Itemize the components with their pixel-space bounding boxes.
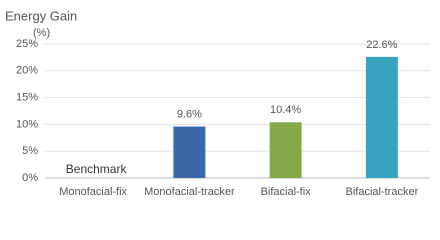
value-label: 10.4% <box>270 104 301 116</box>
x-tick-label: Monofacial-tracker <box>144 186 235 198</box>
chart-title: Energy Gain <box>5 8 77 23</box>
bar <box>269 122 302 178</box>
y-tick-label: 0% <box>22 172 38 184</box>
x-tick-label: Bifacial-tracker <box>346 186 419 198</box>
x-tick-label: Bifacial-fix <box>261 186 312 198</box>
y-tick-label: 10% <box>16 118 38 130</box>
value-label: 9.6% <box>177 108 202 120</box>
chart: Energy Gain (%) 0% 5% 10% 15% 20% 25% Monofaci… <box>5 8 430 198</box>
y-tick-label: 20% <box>16 65 38 77</box>
value-label: 22.6% <box>366 39 397 51</box>
y-tick-label: 25% <box>16 38 38 50</box>
bar <box>365 56 398 178</box>
y-tick-label: 5% <box>22 145 38 157</box>
annotation: Benchmark <box>66 162 128 176</box>
bar <box>173 126 206 178</box>
x-tick-label: Monofacial-fix <box>59 186 127 198</box>
y-axis-label: (%) <box>33 27 50 39</box>
y-tick-label: 15% <box>16 92 38 104</box>
